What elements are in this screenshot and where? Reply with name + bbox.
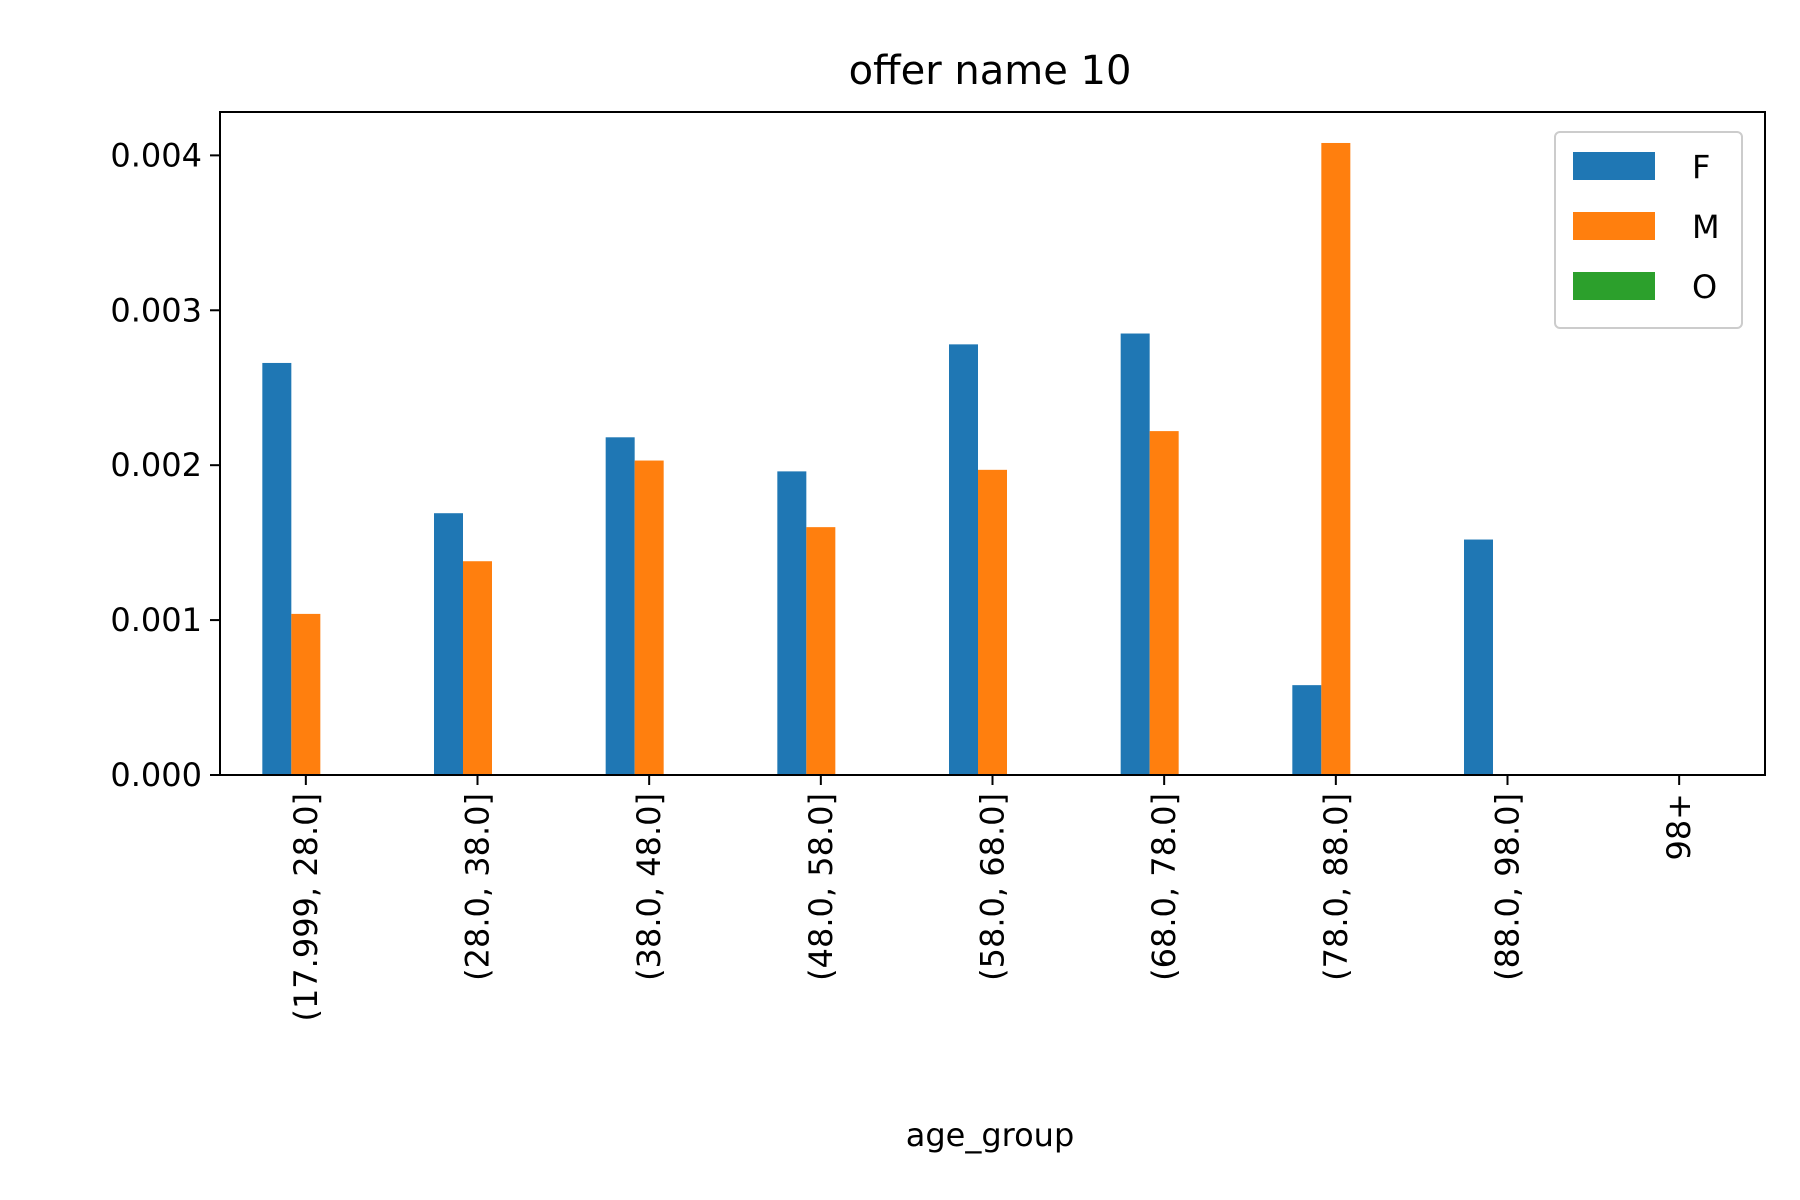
legend-label-O: O [1692,268,1717,306]
bar-M-0 [291,613,321,775]
y-tick-label: 0.001 [110,601,202,639]
x-tick-label: (58.0, 68.0] [974,793,1012,981]
legend-label-F: F [1692,148,1710,186]
bar-M-5 [1149,431,1179,775]
chart-title: offer name 10 [849,48,1132,94]
y-axis: 0.000 0.001 0.002 0.003 0.004 [110,136,220,794]
bar-M-4 [978,469,1007,775]
bar-F-7 [1464,539,1493,775]
legend-swatch-M [1573,212,1655,240]
x-tick-label: (68.0, 78.0] [1145,793,1183,981]
bar-M-1 [463,561,492,775]
x-tick-label: (88.0, 98.0] [1489,793,1527,981]
x-tick-label: (48.0, 58.0] [802,793,840,981]
x-tick-label: (28.0, 38.0] [459,793,497,981]
bar-M-6 [1321,142,1351,776]
plot-area [219,111,1766,776]
x-axis-label: age_group [906,1116,1075,1154]
y-tick-label: 0.004 [110,136,202,174]
y-tick-label: 0.000 [110,756,202,794]
x-tick-label: (38.0, 48.0] [630,793,668,981]
bar-F-0 [262,362,292,775]
legend-label-M: M [1692,208,1720,246]
bar-M-3 [806,527,836,775]
y-tick-label: 0.002 [110,446,202,484]
x-axis: (17.999, 28.0] (28.0, 38.0] (38.0, 48.0] (4… [287,775,1698,1022]
bar-F-6 [1292,685,1322,775]
bar-F-5 [1120,333,1150,775]
legend-swatch-F [1573,152,1655,180]
bar-M-2 [634,460,664,775]
bar-F-4 [949,344,978,775]
y-tick-label: 0.003 [110,291,202,329]
x-tick-label: (17.999, 28.0] [287,793,325,1022]
legend-swatch-O [1573,272,1655,300]
x-tick-label: (78.0, 88.0] [1317,793,1355,981]
legend: FMO [1554,131,1743,329]
bar-F-1 [434,513,463,775]
bar-F-2 [605,437,635,775]
x-tick-label: 98+ [1660,793,1698,861]
bar-F-3 [777,471,807,775]
